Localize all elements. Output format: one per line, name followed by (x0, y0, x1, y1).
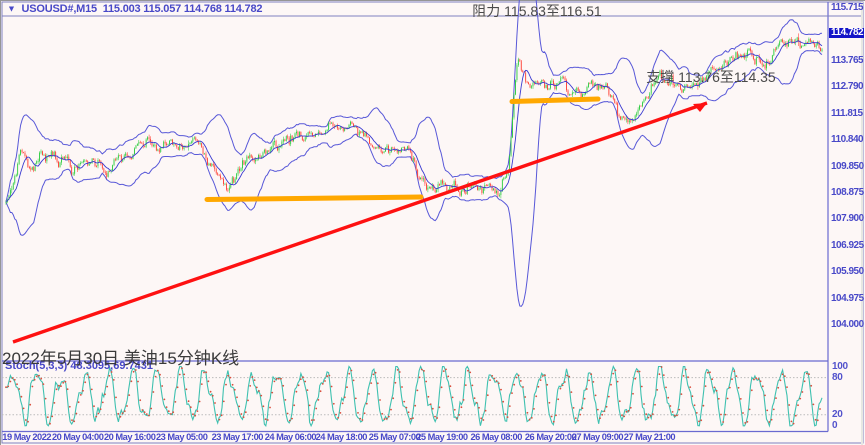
svg-text:阻力 115.83至116.51: 阻力 115.83至116.51 (472, 3, 602, 19)
svg-text:支撑 113.76至114.35: 支撑 113.76至114.35 (646, 69, 776, 85)
